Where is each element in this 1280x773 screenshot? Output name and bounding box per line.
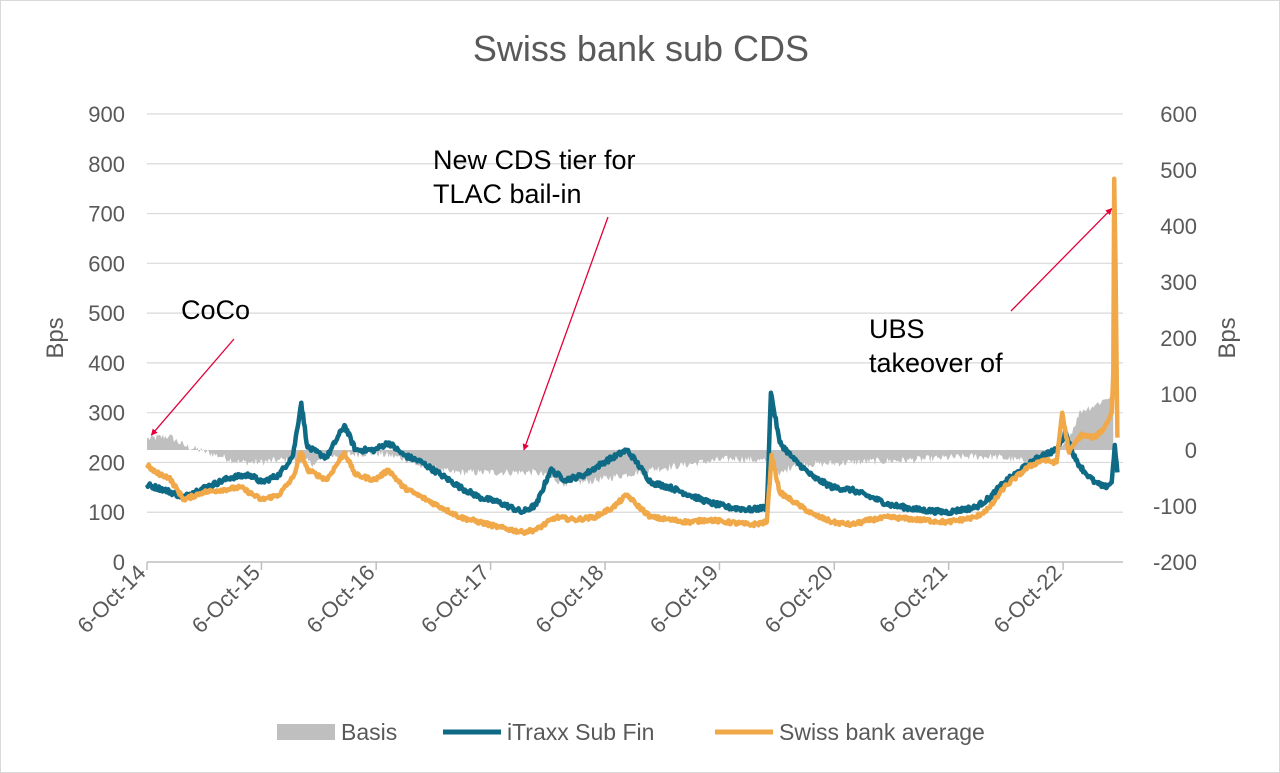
legend-label: iTraxx Sub Fin [507, 719, 654, 745]
annotation-text: takeover of [869, 348, 1003, 378]
y-left-tick-label: 800 [88, 152, 125, 177]
swiss-bank-average-line [145, 176, 1120, 536]
y-left-tick-label: 100 [88, 500, 125, 525]
legend-label: Swiss bank average [779, 719, 985, 745]
y-right-tick-label: 200 [1160, 326, 1197, 351]
legend-label: Basis [341, 719, 397, 745]
legend: Basis iTraxx Sub Fin Swiss bank average [277, 719, 985, 745]
y-right-tick-label: -100 [1153, 494, 1197, 519]
annotations: CoCo New CDS tier for TLAC bail-in UBS takeo… [150, 145, 1113, 451]
y-axis-left-title: Bps [42, 317, 69, 358]
axes: 0 100 200 300 400 500 600 700 800 900 -200 -100 0 100… [72, 102, 1197, 638]
y-right-tick-label: -200 [1153, 550, 1197, 575]
y-left-tick-label: 900 [88, 102, 125, 127]
y-left-tick-label: 300 [88, 401, 125, 426]
annotation-text: UBS [869, 314, 925, 344]
y-left-tick-label: 600 [88, 251, 125, 276]
x-tick-label: 6-Oct-17 [416, 560, 494, 638]
basis-series [147, 391, 1114, 487]
annotation-text: CoCo [181, 295, 250, 325]
itraxx-sub-fin-line [144, 390, 1120, 517]
annotation-text: TLAC bail-in [433, 179, 582, 209]
y-left-tick-label: 200 [88, 450, 125, 475]
chart-title: Swiss bank sub CDS [473, 28, 809, 69]
annotation-arrow [150, 338, 235, 436]
x-tick-label: 6-Oct-19 [645, 560, 723, 638]
y-axis-right-title: Bps [1214, 317, 1241, 358]
x-tick-label: 6-Oct-18 [530, 560, 608, 638]
x-tick-label: 6-Oct-22 [988, 560, 1066, 638]
x-tick-label: 6-Oct-15 [187, 560, 265, 638]
legend-swatch-basis [277, 724, 335, 740]
y-right-tick-label: 400 [1160, 214, 1197, 239]
gridlines [147, 113, 1123, 513]
annotation-arrow [522, 216, 609, 451]
basis-area [147, 391, 1114, 487]
y-right-tick-label: 0 [1185, 438, 1197, 463]
line-series [144, 176, 1120, 536]
y-left-tick-label: 400 [88, 351, 125, 376]
annotation-arrow [1010, 208, 1113, 312]
x-tick-label: 6-Oct-16 [302, 560, 380, 638]
y-left-tick-label: 700 [88, 202, 125, 227]
y-right-tick-label: 500 [1160, 158, 1197, 183]
y-right-tick-label: 100 [1160, 382, 1197, 407]
x-tick-label: 6-Oct-14 [72, 560, 150, 638]
y-right-tick-label: 600 [1160, 102, 1197, 127]
y-right-tick-label: 300 [1160, 270, 1197, 295]
x-tick-label: 6-Oct-20 [760, 560, 838, 638]
annotation-text: New CDS tier for [433, 145, 636, 175]
y-left-tick-label: 500 [88, 301, 125, 326]
y-left-tick-label: 0 [113, 550, 125, 575]
x-tick-label: 6-Oct-21 [874, 560, 952, 638]
